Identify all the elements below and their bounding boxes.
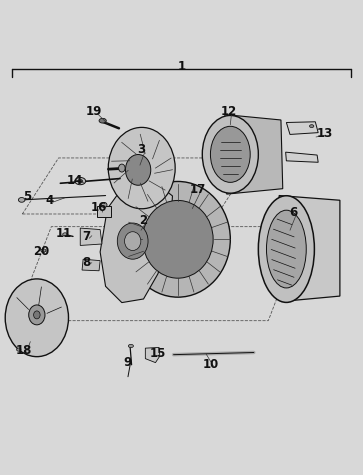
Text: 12: 12 bbox=[220, 105, 237, 118]
Ellipse shape bbox=[129, 344, 134, 348]
Ellipse shape bbox=[78, 180, 83, 183]
Text: 10: 10 bbox=[202, 358, 219, 371]
Ellipse shape bbox=[101, 202, 107, 208]
Text: 7: 7 bbox=[83, 230, 91, 243]
Polygon shape bbox=[80, 228, 102, 246]
Ellipse shape bbox=[75, 178, 86, 185]
Ellipse shape bbox=[19, 198, 25, 202]
Ellipse shape bbox=[119, 164, 125, 172]
Ellipse shape bbox=[143, 200, 213, 278]
Text: 4: 4 bbox=[45, 194, 54, 207]
Text: 6: 6 bbox=[289, 206, 298, 219]
Ellipse shape bbox=[125, 232, 141, 250]
Ellipse shape bbox=[126, 154, 151, 185]
Polygon shape bbox=[279, 196, 340, 302]
Polygon shape bbox=[100, 181, 172, 303]
Text: 9: 9 bbox=[123, 356, 131, 369]
Text: 1: 1 bbox=[178, 60, 185, 73]
Ellipse shape bbox=[258, 196, 314, 303]
Polygon shape bbox=[286, 122, 318, 134]
Ellipse shape bbox=[17, 348, 21, 351]
Text: 2: 2 bbox=[139, 214, 148, 227]
Ellipse shape bbox=[63, 233, 68, 236]
Text: 3: 3 bbox=[138, 143, 146, 156]
Ellipse shape bbox=[99, 118, 106, 123]
Ellipse shape bbox=[41, 249, 46, 252]
Ellipse shape bbox=[310, 124, 314, 128]
Polygon shape bbox=[145, 347, 160, 362]
Text: 20: 20 bbox=[33, 245, 49, 258]
Polygon shape bbox=[225, 114, 283, 194]
Text: 15: 15 bbox=[150, 347, 166, 361]
Text: 8: 8 bbox=[83, 256, 91, 268]
Ellipse shape bbox=[29, 305, 45, 325]
Ellipse shape bbox=[202, 115, 258, 193]
Text: 19: 19 bbox=[86, 105, 102, 118]
Text: 17: 17 bbox=[189, 183, 206, 196]
FancyBboxPatch shape bbox=[97, 206, 111, 217]
Ellipse shape bbox=[34, 311, 40, 319]
Text: 5: 5 bbox=[23, 190, 31, 203]
Text: 11: 11 bbox=[56, 227, 72, 240]
Text: 13: 13 bbox=[316, 127, 333, 140]
Ellipse shape bbox=[266, 210, 306, 288]
Ellipse shape bbox=[108, 127, 175, 209]
Text: 18: 18 bbox=[16, 344, 32, 357]
Text: 16: 16 bbox=[91, 201, 107, 214]
Polygon shape bbox=[82, 259, 100, 271]
Text: 14: 14 bbox=[67, 174, 83, 187]
Ellipse shape bbox=[117, 223, 148, 259]
Ellipse shape bbox=[126, 181, 230, 297]
Ellipse shape bbox=[5, 279, 69, 357]
Ellipse shape bbox=[211, 126, 250, 182]
Polygon shape bbox=[286, 152, 318, 162]
